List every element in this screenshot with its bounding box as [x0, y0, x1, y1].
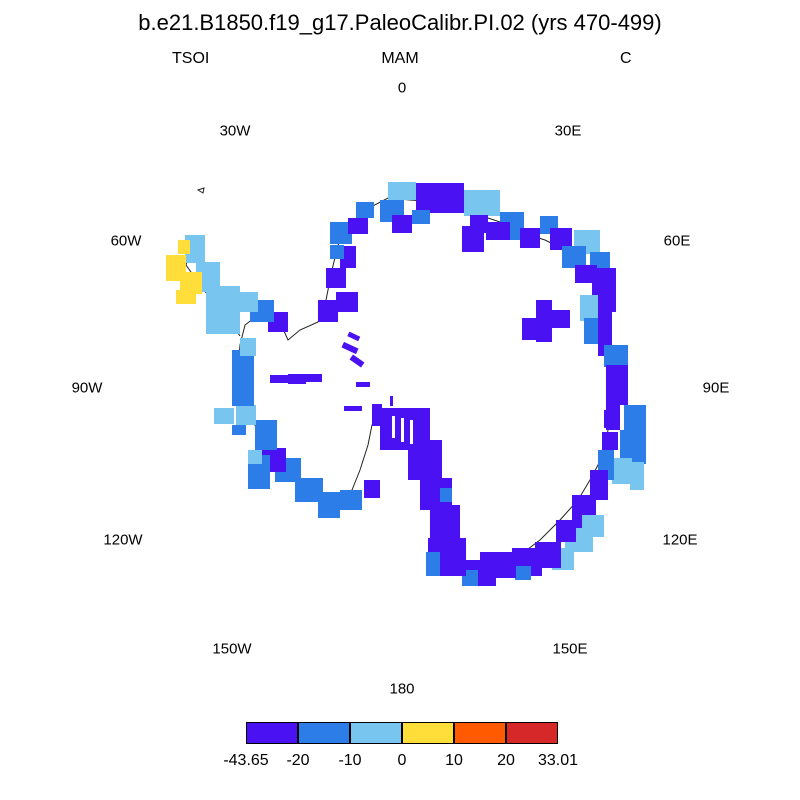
map-cell [238, 292, 258, 312]
map-cell [176, 290, 196, 304]
map-cell [344, 406, 362, 411]
map-cell [590, 470, 608, 500]
map-cell [180, 272, 202, 294]
season-label: MAM [381, 50, 419, 67]
map-cell [392, 215, 412, 233]
map-cell [575, 265, 597, 283]
map-cell [340, 490, 362, 510]
map-cell [408, 440, 442, 480]
lon-label: 30E [554, 122, 582, 140]
map-cell [232, 350, 254, 406]
map-cell [349, 354, 365, 368]
map-cell [356, 202, 374, 218]
lon-label: 150E [552, 640, 588, 658]
lon-label: 60E [663, 232, 691, 250]
lon-label: 30W [219, 122, 251, 140]
temperature-cells [166, 182, 646, 586]
map-cell [240, 338, 256, 356]
map-cell [347, 331, 361, 342]
map-cell [606, 365, 628, 410]
map-cell [630, 462, 644, 490]
map-cell [520, 228, 540, 248]
map-cell [326, 268, 346, 288]
map-cell [584, 318, 602, 344]
map-cell [236, 405, 256, 425]
lon-label: 120E [662, 531, 698, 549]
island-coast [196, 187, 205, 194]
colorbar-label: 0 [397, 752, 407, 769]
map-cell [248, 450, 262, 464]
colorbar-swatch [350, 722, 402, 744]
map-cell [536, 300, 552, 342]
map-cell [515, 566, 531, 580]
map-cell [288, 374, 306, 384]
map-cell [341, 341, 359, 355]
map-cell [612, 458, 632, 484]
map-cell [255, 420, 277, 450]
map-cell [364, 480, 380, 498]
lon-label: 0 [397, 79, 407, 97]
colorbar-swatch [246, 722, 298, 744]
map-cell [206, 286, 240, 334]
map-cell [388, 182, 416, 200]
colorbar-swatch [506, 722, 558, 744]
map-cell [426, 552, 440, 576]
colorbar-swatch [454, 722, 506, 744]
colorbar-label: -10 [338, 752, 362, 769]
lon-label: 90E [702, 379, 730, 397]
colorbar-swatch [298, 722, 350, 744]
map-cell [330, 245, 344, 259]
map-cell [318, 492, 340, 518]
map-cell [486, 222, 510, 240]
map-cell [550, 310, 570, 328]
colorbar-swatch [402, 722, 454, 744]
map-cell [318, 300, 338, 322]
map-cell [270, 375, 288, 383]
map-cell [550, 228, 572, 250]
map-cell [602, 432, 618, 450]
lon-label: 60W [110, 232, 142, 250]
map-cell [412, 210, 430, 224]
map-cell [336, 292, 358, 312]
colorbar [246, 722, 558, 746]
lon-label: 180 [389, 680, 415, 698]
lon-label: 150W [212, 640, 252, 658]
map-cell [464, 190, 500, 216]
colorbar-label: 33.01 [537, 752, 579, 769]
map-cell [580, 295, 598, 321]
colorbar-label: 20 [497, 752, 515, 769]
colorbar-label: 10 [445, 752, 463, 769]
map-cell [604, 345, 628, 367]
coastline [237, 197, 615, 573]
colorbar-label: -43.65 [223, 752, 269, 769]
map-cell [372, 404, 382, 426]
lon-label: 90W [71, 379, 103, 397]
variable-label: TSOI [172, 50, 210, 67]
map-cell [348, 218, 368, 234]
map-cell [214, 408, 234, 424]
plot-title: b.e21.B1850.f19_g17.PaleoCalibr.PI.02 (y… [138, 10, 662, 35]
map-cell [356, 382, 370, 387]
map-cell [330, 222, 352, 244]
map-cell [390, 396, 393, 406]
map-cell [232, 425, 246, 435]
map-gaps [392, 405, 624, 444]
map-cell [562, 246, 586, 268]
units-label: C [620, 50, 632, 67]
map-cell [430, 505, 460, 543]
map-cell [306, 374, 322, 382]
map-cell [440, 488, 452, 502]
map-cell [416, 183, 464, 213]
colorbar-label: -20 [286, 752, 310, 769]
map-cell [470, 215, 488, 233]
map-cell [556, 520, 576, 542]
lon-label: 120W [103, 531, 143, 549]
map-cell [604, 410, 624, 430]
map-cell [178, 240, 190, 254]
map-cell [624, 405, 646, 430]
